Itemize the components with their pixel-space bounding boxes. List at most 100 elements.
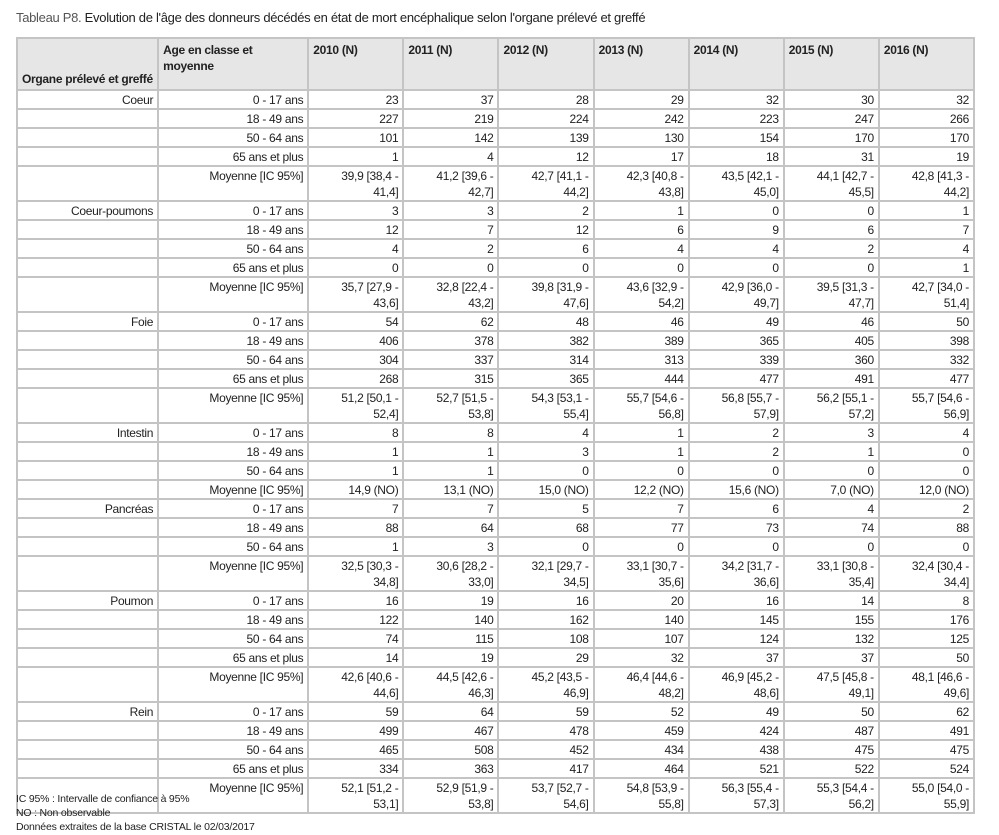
value-cell: 0: [592, 257, 690, 278]
table-row: Moyenne [IC 95%] 32,5 [30,3 - 34,8] 30,6 […: [15, 555, 976, 592]
value-cell: 2: [402, 238, 500, 259]
table-row: 18 - 49 ans 12 7 12 6 9 6 7: [15, 219, 976, 240]
table-row: Coeur-poumons 0 - 17 ans 3 3 2 1 0 0 1: [15, 200, 976, 221]
value-cell: 389: [592, 330, 690, 351]
value-cell: 499: [307, 720, 405, 741]
value-cell: 452: [497, 739, 595, 760]
value-cell: 0: [782, 536, 880, 557]
age-class-cell: 18 - 49 ans: [157, 720, 310, 741]
value-cell: 0: [687, 536, 785, 557]
value-cell: 64: [402, 517, 500, 538]
age-class-cell: 50 - 64 ans: [157, 628, 310, 649]
value-cell: 405: [782, 330, 880, 351]
organ-cell: [15, 127, 160, 148]
footnote-ic: IC 95% : Intervalle de confiance à 95%: [16, 793, 190, 805]
value-cell: 28: [497, 89, 595, 110]
value-cell: 0: [687, 460, 785, 481]
value-cell: 140: [592, 609, 690, 630]
value-cell: 52: [592, 701, 690, 722]
value-cell: 1: [592, 422, 690, 443]
value-cell: 101: [307, 127, 405, 148]
organ-cell: [15, 517, 160, 538]
value-cell: 8: [307, 422, 405, 443]
table-row: Moyenne [IC 95%] 52,1 [51,2 - 53,1] 52,9 […: [15, 777, 976, 814]
value-cell: 7: [402, 498, 500, 519]
value-cell: 304: [307, 349, 405, 370]
value-cell: 0: [877, 460, 976, 481]
value-cell: 475: [877, 739, 976, 760]
column-header: 2011 (N): [402, 37, 500, 91]
value-cell: 62: [877, 701, 976, 722]
age-class-cell: 0 - 17 ans: [157, 422, 310, 443]
donor-age-table: Organe prélevé et greffé Age en classe et…: [15, 37, 976, 814]
value-cell: 313: [592, 349, 690, 370]
value-cell: 17: [592, 146, 690, 167]
value-cell: 363: [402, 758, 500, 779]
value-cell: 154: [687, 127, 785, 148]
table-row: 18 - 49 ans 122 140 162 140 145 155 176: [15, 609, 976, 630]
table-row: Coeur 0 - 17 ans 23 37 28 29 32 30 32: [15, 89, 976, 110]
value-cell: 46,9 [45,2 - 48,6]: [687, 666, 785, 703]
table-row: 50 - 64 ans 465 508 452 434 438 475 475: [15, 739, 976, 760]
value-cell: 46: [782, 311, 880, 332]
value-cell: 52,9 [51,9 - 53,8]: [402, 777, 500, 814]
value-cell: 7: [402, 219, 500, 240]
value-cell: 242: [592, 108, 690, 129]
age-class-cell: 18 - 49 ans: [157, 609, 310, 630]
age-class-cell: 65 ans et plus: [157, 146, 310, 167]
value-cell: 491: [877, 720, 976, 741]
value-cell: 522: [782, 758, 880, 779]
value-cell: 42,8 [41,3 - 44,2]: [877, 165, 976, 202]
age-class-cell: 50 - 64 ans: [157, 536, 310, 557]
value-cell: 4: [782, 498, 880, 519]
value-cell: 74: [782, 517, 880, 538]
organ-cell: Poumon: [15, 590, 160, 611]
table-row: Intestin 0 - 17 ans 8 8 4 1 2 3 4: [15, 422, 976, 443]
value-cell: 56,3 [55,4 - 57,3]: [687, 777, 785, 814]
table-row: Rein 0 - 17 ans 59 64 59 52 49 50 62: [15, 701, 976, 722]
value-cell: 29: [592, 89, 690, 110]
value-cell: 8: [402, 422, 500, 443]
value-cell: 0: [497, 460, 595, 481]
value-cell: 1: [592, 441, 690, 462]
organ-cell: [15, 238, 160, 259]
table-row: Moyenne [IC 95%] 39,9 [38,4 - 41,4] 41,2 […: [15, 165, 976, 202]
value-cell: 360: [782, 349, 880, 370]
value-cell: 0: [782, 200, 880, 221]
value-cell: 417: [497, 758, 595, 779]
value-cell: 49: [687, 701, 785, 722]
organ-cell: [15, 720, 160, 741]
value-cell: 0: [497, 536, 595, 557]
value-cell: 29: [497, 647, 595, 668]
value-cell: 68: [497, 517, 595, 538]
value-cell: 42,9 [36,0 - 49,7]: [687, 276, 785, 313]
value-cell: 50: [877, 647, 976, 668]
value-cell: 54,3 [53,1 - 55,4]: [497, 387, 595, 424]
value-cell: 247: [782, 108, 880, 129]
organ-cell: [15, 368, 160, 389]
value-cell: 30,6 [28,2 - 33,0]: [402, 555, 500, 592]
value-cell: 37: [687, 647, 785, 668]
value-cell: 0: [592, 460, 690, 481]
value-cell: 0: [592, 536, 690, 557]
value-cell: 12: [307, 219, 405, 240]
organ-cell: [15, 108, 160, 129]
column-header: 2014 (N): [687, 37, 785, 91]
age-class-cell: 65 ans et plus: [157, 368, 310, 389]
value-cell: 15,6 (NO): [687, 479, 785, 500]
value-cell: 39,9 [38,4 - 41,4]: [307, 165, 405, 202]
value-cell: 16: [687, 590, 785, 611]
value-cell: 88: [307, 517, 405, 538]
organ-cell: [15, 276, 160, 313]
value-cell: 219: [402, 108, 500, 129]
value-cell: 108: [497, 628, 595, 649]
value-cell: 53,7 [52,7 - 54,6]: [497, 777, 595, 814]
value-cell: 438: [687, 739, 785, 760]
value-cell: 42,7 [41,1 - 44,2]: [497, 165, 595, 202]
age-class-cell: Moyenne [IC 95%]: [157, 555, 310, 592]
value-cell: 337: [402, 349, 500, 370]
organ-cell: [15, 758, 160, 779]
value-cell: 0: [497, 257, 595, 278]
value-cell: 122: [307, 609, 405, 630]
value-cell: 140: [402, 609, 500, 630]
